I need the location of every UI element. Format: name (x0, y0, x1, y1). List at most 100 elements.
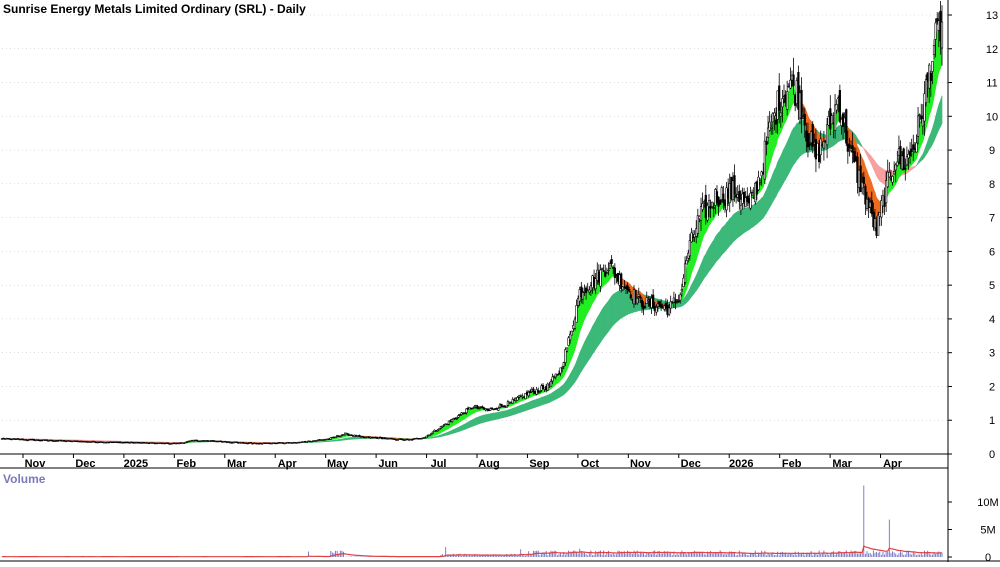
candle-body (912, 145, 914, 149)
candle-body (601, 269, 603, 270)
chart-title: Sunrise Energy Metals Limited Ordinary (… (3, 2, 306, 16)
candle-body (836, 104, 838, 110)
candle-body (670, 302, 672, 308)
candle-body (917, 116, 919, 136)
candle-body (877, 215, 879, 235)
price-tick-label: 10 (986, 111, 998, 123)
candle-body (466, 409, 468, 413)
candle-body (438, 429, 440, 430)
candle-body (458, 416, 460, 418)
candle-body (442, 426, 444, 427)
x-tick-label: 2025 (124, 458, 148, 470)
candle-body (582, 293, 584, 300)
candle-body (774, 113, 776, 116)
candle-body (893, 171, 895, 174)
candle-body (759, 181, 761, 182)
candle-body (707, 205, 709, 220)
candle-body (678, 301, 680, 303)
price-tick-label: 11 (986, 78, 997, 90)
candle-body (897, 162, 899, 166)
candle-body (679, 295, 681, 300)
volume-average-line (2, 546, 942, 557)
candle-body (793, 75, 795, 86)
x-tick-label: Oct (581, 458, 600, 470)
x-tick-label: Nov (630, 458, 652, 470)
candle-body (916, 143, 918, 152)
candle-body (478, 408, 480, 409)
candle-body (565, 350, 567, 363)
volume-bars (2, 486, 942, 558)
candle-body (751, 192, 753, 193)
candle-body (764, 141, 766, 179)
candle-body (904, 168, 906, 169)
candle-body (849, 145, 851, 148)
candle-body (429, 435, 431, 436)
candle-body (932, 61, 934, 71)
candle-body (831, 116, 833, 124)
candle-body (863, 177, 865, 184)
candle-body (477, 406, 479, 408)
x-tick-label: Dec (75, 458, 95, 470)
candle-body (750, 193, 752, 208)
x-tick-label: Feb (782, 458, 802, 470)
candle-body (839, 90, 841, 121)
x-tick-label: Mar (832, 458, 852, 470)
candle-body (710, 207, 712, 208)
candle-body (941, 22, 943, 48)
candle-body (576, 305, 578, 322)
candle-body (566, 348, 568, 351)
candle-body (603, 270, 605, 271)
candle-body (550, 381, 552, 386)
candle-body (919, 115, 921, 116)
candle-body (734, 176, 736, 194)
candle-body (766, 142, 768, 145)
x-tick-label: Sep (529, 458, 549, 470)
candle-body (656, 307, 658, 312)
short-term-mma-band (2, 26, 942, 444)
candle-body (426, 436, 428, 438)
candle-body (437, 430, 439, 431)
candle-body (351, 435, 353, 436)
candle-body (758, 177, 760, 190)
candle-body (644, 307, 646, 308)
candle-body (606, 273, 608, 274)
x-tick-label: Mar (227, 458, 247, 470)
volume-tick-label: 5M (980, 525, 995, 537)
candle-body (571, 331, 573, 335)
candles (1, 1, 943, 444)
candle-body (686, 260, 688, 264)
candle-body (506, 406, 508, 408)
candle-body (801, 90, 803, 119)
candle-body (820, 139, 822, 155)
candle-body (652, 295, 654, 307)
price-tick-label: 7 (989, 213, 995, 225)
candle-body (684, 264, 686, 283)
price-tick-label: 6 (989, 246, 995, 258)
candle-body (521, 396, 523, 397)
x-tick-label: Jul (431, 458, 447, 470)
candle-body (641, 300, 643, 306)
x-tick-label: May (327, 458, 349, 470)
candle-body (826, 125, 828, 145)
candle-body (925, 80, 927, 103)
candle-body (681, 289, 683, 291)
candle-body (845, 110, 847, 144)
candle-body (892, 176, 894, 182)
x-tick-label: Aug (478, 458, 499, 470)
long-mma-segment (940, 96, 942, 127)
candle-body (903, 149, 905, 170)
price-tick-label: 5 (989, 280, 995, 292)
price-tick-label: 1 (989, 415, 995, 427)
candle-body (786, 92, 788, 110)
candle-body (340, 436, 342, 437)
candle-body (719, 200, 721, 204)
candle-body (539, 391, 541, 392)
candle-body (600, 270, 602, 286)
candle-body (790, 80, 792, 88)
long-mma-segment (915, 165, 917, 167)
candle-body (723, 194, 725, 203)
candle-body (713, 208, 715, 209)
candle-body (809, 144, 811, 146)
